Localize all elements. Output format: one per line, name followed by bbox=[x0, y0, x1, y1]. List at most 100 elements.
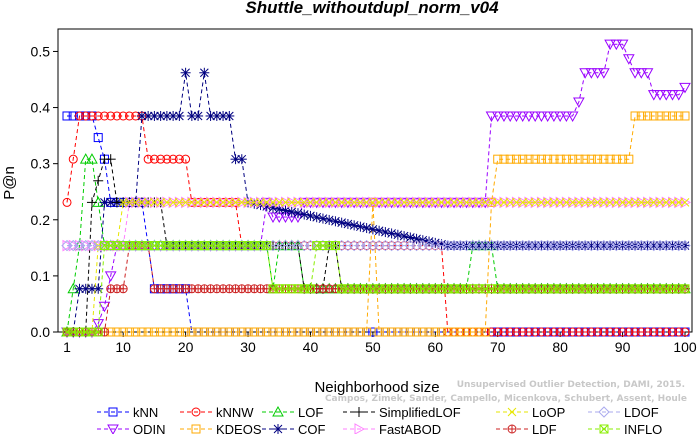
data-point-fastabod bbox=[499, 196, 510, 209]
data-point-knnw bbox=[511, 327, 521, 337]
data-point-knnw bbox=[574, 327, 584, 337]
data-point-fastabod bbox=[368, 196, 379, 209]
legend-item-inflo: INFLO bbox=[588, 422, 662, 434]
legend-item-ldf: LDF bbox=[496, 422, 557, 434]
data-point-knnw bbox=[493, 327, 503, 337]
data-point-loop bbox=[181, 198, 190, 207]
data-point-fastabod bbox=[62, 239, 74, 252]
data-point-odin bbox=[597, 68, 610, 79]
data-point-cof bbox=[168, 110, 179, 121]
data-point-loop bbox=[537, 198, 546, 207]
legend-item-simplifiedlof: SimplifiedLOF bbox=[343, 405, 461, 420]
data-point-loop bbox=[187, 198, 197, 207]
data-point-loop bbox=[256, 198, 265, 207]
data-point-kdeos bbox=[237, 327, 247, 337]
data-point-loop bbox=[268, 198, 278, 207]
data-point-lof bbox=[86, 153, 98, 164]
legend-item-ldof: LDOF bbox=[588, 405, 659, 420]
data-point-knnw bbox=[536, 327, 546, 337]
data-point-kdeos bbox=[156, 327, 166, 337]
data-point-odin bbox=[660, 90, 673, 101]
data-point-cof bbox=[299, 209, 310, 220]
data-point-kdeos bbox=[174, 327, 184, 337]
data-point-loop bbox=[587, 198, 596, 207]
watermark-line-2: Campos, Zimek, Sander, Campello, Micenko… bbox=[325, 394, 687, 404]
y-tick-label: 0.1 bbox=[31, 268, 51, 284]
y-tick-label: 0.2 bbox=[31, 212, 51, 228]
data-point-kdeos bbox=[262, 327, 272, 337]
series-knn bbox=[62, 111, 690, 337]
data-point-loop bbox=[137, 198, 147, 207]
data-point-odin bbox=[523, 111, 535, 123]
data-point-odin bbox=[647, 90, 660, 101]
data-point-loop bbox=[455, 198, 465, 207]
data-point-knn bbox=[68, 111, 78, 121]
data-point-fastabod bbox=[256, 196, 267, 209]
data-point-loop bbox=[468, 198, 478, 207]
data-point-odin bbox=[98, 301, 111, 313]
series-knnw bbox=[62, 111, 690, 337]
x-tick-label: 30 bbox=[240, 339, 256, 355]
legend-marker-knn bbox=[108, 407, 118, 417]
data-point-fastabod bbox=[262, 196, 273, 209]
data-point-cof bbox=[211, 110, 222, 121]
data-point-odin bbox=[666, 90, 679, 101]
data-point-cof bbox=[224, 110, 235, 121]
data-point-odin bbox=[104, 271, 117, 282]
legend-marker-loop bbox=[507, 407, 517, 417]
data-point-kdeos bbox=[206, 327, 216, 337]
data-point-loop bbox=[125, 198, 134, 207]
data-point-kdeos bbox=[599, 154, 609, 164]
data-point-loop bbox=[437, 198, 446, 207]
data-point-kdeos bbox=[324, 327, 334, 337]
data-point-loop bbox=[337, 198, 347, 207]
data-point-ldof bbox=[679, 239, 691, 252]
data-point-cof bbox=[136, 110, 147, 121]
data-point-odin bbox=[585, 68, 598, 79]
data-point-kdeos bbox=[349, 327, 359, 337]
data-point-loop bbox=[493, 198, 503, 207]
data-point-odin bbox=[573, 97, 585, 108]
data-point-fastabod bbox=[605, 196, 617, 209]
data-point-odin bbox=[641, 68, 654, 79]
watermark-line-1: Unsupervised Outlier Detection, DAMI, 20… bbox=[457, 380, 685, 390]
data-point-loop bbox=[618, 198, 627, 207]
data-point-inflo bbox=[93, 327, 103, 337]
legend-label: COF bbox=[298, 422, 326, 434]
data-point-kdeos bbox=[168, 327, 178, 337]
data-point-fastabod bbox=[318, 196, 329, 209]
series-loop bbox=[62, 198, 690, 337]
legend-marker-knnw bbox=[191, 407, 201, 417]
legend-marker-fastabod bbox=[354, 423, 366, 434]
data-point-knnw bbox=[143, 154, 153, 164]
data-point-knnw bbox=[99, 111, 109, 121]
data-point-odin bbox=[548, 111, 560, 123]
data-point-fastabod bbox=[206, 196, 217, 209]
data-point-knnw bbox=[393, 241, 403, 251]
data-point-loop bbox=[212, 198, 222, 207]
data-point-odin bbox=[516, 111, 529, 123]
data-point-lof bbox=[79, 153, 92, 164]
data-point-kdeos bbox=[249, 327, 259, 337]
data-point-loop bbox=[668, 198, 677, 207]
data-point-odin bbox=[485, 111, 498, 123]
data-point-cof bbox=[199, 67, 210, 78]
data-point-odin bbox=[635, 68, 648, 79]
data-point-knnw bbox=[599, 327, 609, 337]
data-point-fastabod bbox=[380, 196, 392, 209]
data-point-kdeos bbox=[536, 154, 546, 164]
data-point-simplifiedlof bbox=[93, 175, 104, 186]
data-point-loop bbox=[480, 198, 490, 207]
data-point-kdeos bbox=[636, 111, 646, 121]
data-point-kdeos bbox=[143, 327, 153, 337]
data-point-fastabod bbox=[312, 196, 323, 209]
data-point-kdeos bbox=[112, 327, 122, 337]
data-point-loop bbox=[430, 198, 440, 207]
data-point-loop bbox=[574, 198, 584, 207]
data-point-knnw bbox=[181, 154, 191, 164]
data-point-loop bbox=[237, 198, 247, 207]
data-point-kdeos bbox=[318, 327, 328, 337]
data-point-kdeos bbox=[399, 327, 409, 337]
data-point-odin bbox=[591, 68, 604, 79]
data-point-kdeos bbox=[443, 327, 453, 337]
